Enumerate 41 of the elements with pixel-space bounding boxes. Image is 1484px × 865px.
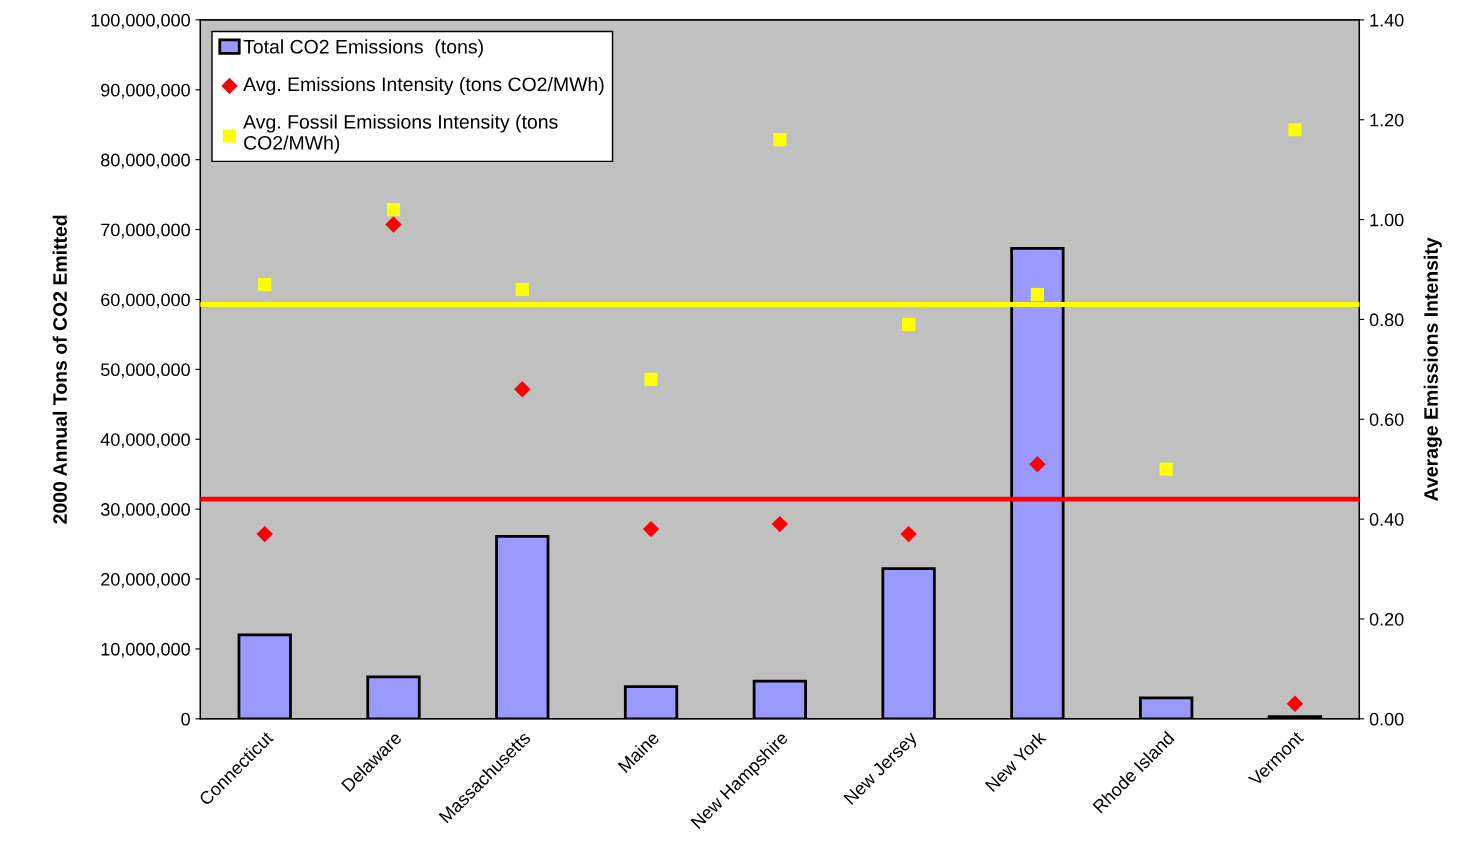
- y-tick-label: 0: [181, 712, 190, 726]
- y-tick-label: 30,000,000: [100, 503, 190, 518]
- y2-tick-label: 0.60: [1369, 413, 1404, 426]
- y2-tick-label: 0.40: [1369, 513, 1404, 526]
- point: [1159, 462, 1173, 476]
- y2-tick-label: 0.80: [1369, 313, 1404, 327]
- point: [900, 525, 917, 543]
- point: [514, 381, 531, 398]
- y2-tick-label: 0.20: [1369, 612, 1404, 626]
- y-tick-label: 50,000,000: [100, 363, 190, 379]
- y2-tick-label: 0.00: [1369, 712, 1404, 726]
- point: [515, 282, 529, 297]
- y2-tick-label: 1.40: [1370, 13, 1404, 27]
- y-tick-label: 10,000,000: [101, 642, 190, 658]
- legend-label: Avg. Emissions Intensity (tons CO2/MWh): [243, 76, 604, 96]
- point: [385, 216, 402, 233]
- y-axis-title: 2000 Annual Tons of CO2 Emitted: [52, 215, 67, 524]
- point: [771, 515, 789, 533]
- point: [1029, 455, 1046, 473]
- point: [1030, 287, 1044, 302]
- point: [256, 525, 273, 543]
- y-tick-label: 60,000,000: [101, 293, 190, 309]
- y2-tick-label: 1.20: [1370, 113, 1404, 127]
- y-tick-label: 40,000,000: [100, 433, 190, 449]
- point: [644, 372, 658, 386]
- point: [386, 203, 401, 217]
- y-tick-label: 70,000,000: [101, 223, 190, 239]
- y-tick-label: 100,000,000: [91, 13, 190, 29]
- legend-label: Avg. Fossil Emissions Intensity (tons CO2/MWh): [243, 114, 558, 154]
- y-tick-label: 80,000,000: [101, 153, 190, 169]
- point: [258, 277, 272, 292]
- legend-label: Total CO2 Emissions (tons): [243, 39, 483, 58]
- point: [1286, 695, 1304, 713]
- point: [1288, 123, 1302, 137]
- point: [902, 317, 916, 332]
- y2-axis-title: Average Emissions Intensity: [1423, 237, 1442, 501]
- y-tick-label: 90,000,000: [101, 83, 190, 99]
- point: [773, 133, 787, 147]
- y-tick-label: 20,000,000: [101, 572, 190, 588]
- point: [642, 520, 660, 538]
- y2-tick-label: 1.00: [1370, 213, 1404, 227]
